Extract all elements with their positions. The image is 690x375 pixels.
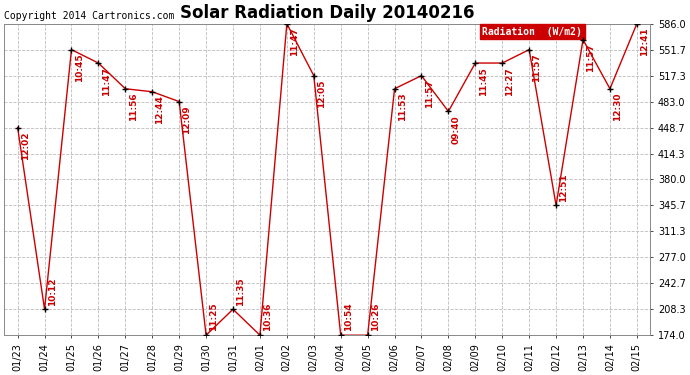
Text: 12:41: 12:41 — [640, 27, 649, 56]
Text: 10:45: 10:45 — [75, 53, 83, 82]
Text: 11:56: 11:56 — [128, 93, 137, 121]
Text: 12:02: 12:02 — [21, 131, 30, 160]
Text: 12:51: 12:51 — [560, 173, 569, 202]
Text: 11:53: 11:53 — [397, 93, 407, 121]
Text: 11:47: 11:47 — [290, 27, 299, 56]
Text: 12:30: 12:30 — [613, 93, 622, 121]
Text: 10:26: 10:26 — [371, 303, 380, 332]
Text: 10:36: 10:36 — [263, 303, 272, 332]
Text: 11:57: 11:57 — [425, 80, 434, 108]
Text: Copyright 2014 Cartronics.com: Copyright 2014 Cartronics.com — [4, 10, 175, 21]
Text: 12:27: 12:27 — [506, 67, 515, 96]
Text: 11:35: 11:35 — [236, 277, 245, 306]
Text: 11:57: 11:57 — [533, 53, 542, 82]
Text: 10:12: 10:12 — [48, 277, 57, 306]
Text: 12:44: 12:44 — [155, 96, 164, 124]
Text: 10:54: 10:54 — [344, 303, 353, 332]
Text: 12:09: 12:09 — [182, 105, 191, 134]
Title: Solar Radiation Daily 20140216: Solar Radiation Daily 20140216 — [180, 4, 475, 22]
Text: 11:47: 11:47 — [101, 67, 110, 96]
Text: 11:45: 11:45 — [479, 67, 488, 96]
Text: 12:05: 12:05 — [317, 80, 326, 108]
Text: Radiation  (W/m2): Radiation (W/m2) — [482, 27, 582, 37]
Text: 11:57: 11:57 — [586, 44, 595, 72]
Text: 11:25: 11:25 — [209, 303, 218, 332]
Text: 09:40: 09:40 — [452, 115, 461, 144]
